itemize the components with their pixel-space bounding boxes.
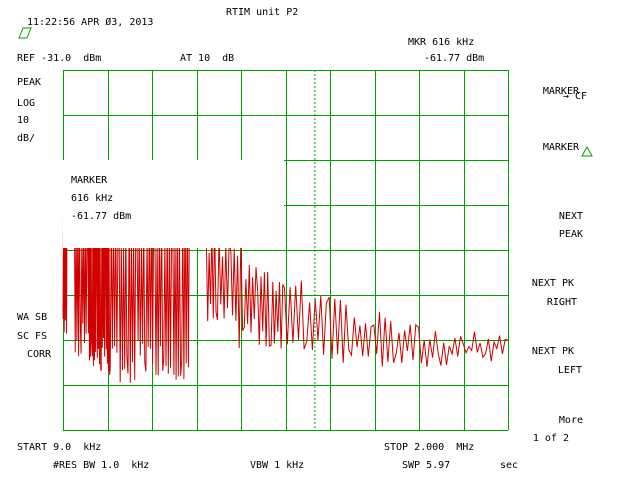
graticule	[63, 70, 509, 431]
softkey-label: More	[558, 415, 583, 426]
softkey-marker-to-cf-line2[interactable]: → CF	[551, 79, 587, 103]
stop-frequency: STOP 2.000 MHz	[384, 442, 475, 453]
marker-box-frequency: 616 kHz	[71, 193, 114, 204]
marker-box-level: -61.77 dBm	[71, 211, 132, 222]
softkey-next-pk-left-line2[interactable]: LEFT	[546, 353, 582, 377]
softkey-marker-delta[interactable]: MARKER	[531, 130, 579, 154]
softkey-label: MARKER	[542, 86, 579, 97]
softkey-next-pk-left[interactable]: NEXT PK	[520, 334, 574, 358]
softkey-marker-to-cf[interactable]: MARKER	[543, 62, 579, 110]
softkey-page-indicator: 1 of 2	[521, 421, 569, 445]
video-bandwidth: VBW 1 kHz	[250, 460, 305, 471]
scale-unit: dB/	[17, 133, 36, 144]
softkey-label: RIGHT	[546, 297, 577, 308]
softkey-label: LEFT	[557, 365, 582, 376]
softkey-label: MARKER	[542, 142, 579, 153]
scale-type: LOG	[17, 98, 36, 109]
timestamp: 11:22:56 APR Ø3, 2013	[27, 17, 154, 28]
softkey-label: → CF	[562, 91, 587, 102]
sweep-time-unit: sec	[500, 460, 519, 471]
marker-level-readout: -61.77 dBm	[424, 53, 485, 64]
detector-mode: PEAK	[17, 77, 42, 88]
screen-title: RTIM unit P2	[226, 7, 299, 18]
softkey-label: PEAK	[558, 229, 583, 240]
softkey-next-peak-line2[interactable]: PEAK	[547, 217, 583, 241]
reference-level: REF -31.0 dBm	[17, 53, 102, 64]
softkey-next-peak[interactable]: NEXT	[547, 199, 583, 223]
start-frequency: START 9.0 kHz	[17, 442, 102, 453]
hp-logo	[18, 27, 32, 39]
marker-frequency-readout: MKR 616 kHz	[408, 37, 475, 48]
softkey-label: NEXT	[558, 211, 583, 222]
softkey-next-pk-right-line2[interactable]: RIGHT	[535, 285, 577, 309]
scale-per-div: 10	[17, 115, 30, 126]
wa-sb-indicator: WA SB	[17, 312, 48, 323]
softkey-label: NEXT PK	[531, 346, 574, 357]
resolution-bandwidth: #RES BW 1.0 kHz	[53, 460, 150, 471]
sweep-time: SWP 5.97	[402, 460, 451, 471]
delta-marker-icon	[581, 145, 593, 157]
softkey-label: 1 of 2	[532, 433, 569, 444]
marker-annotation-panel	[63, 160, 284, 248]
softkey-more[interactable]: More	[547, 403, 583, 427]
softkey-label: NEXT PK	[531, 278, 574, 289]
sc-fs-indicator: SC FS	[17, 331, 48, 342]
marker-box-label: MARKER	[71, 175, 108, 186]
corr-indicator: CORR	[27, 349, 52, 360]
attenuation: AT 10 dB	[180, 53, 235, 64]
softkey-next-pk-right[interactable]: NEXT PK	[520, 266, 574, 290]
